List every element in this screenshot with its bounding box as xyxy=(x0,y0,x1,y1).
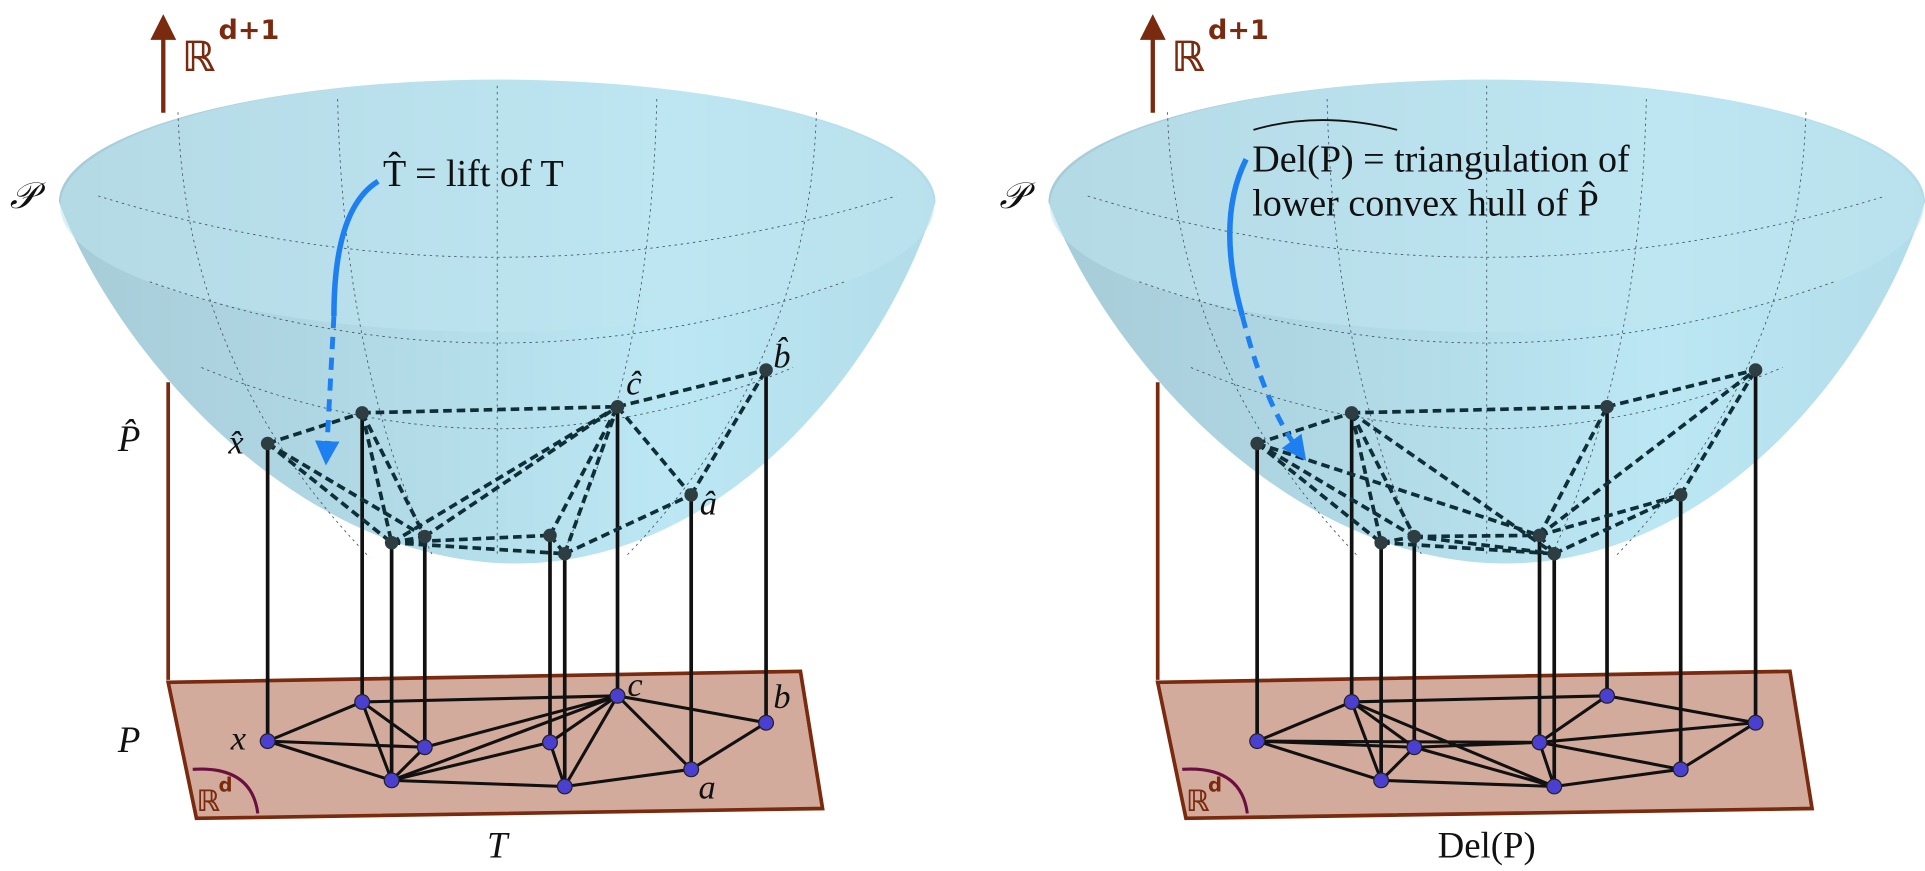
lifted-point xyxy=(355,406,369,419)
base-point xyxy=(1600,688,1615,703)
axis-superscript: d+1 xyxy=(1208,15,1269,46)
point-label: b̂ xyxy=(773,337,790,376)
lifted-label: P̂ xyxy=(117,418,140,459)
diagram: ℝd+1ℝd𝒫T̂ = lift of TP̂Px̂ĉb̂âxcbaT ℝd+1… xyxy=(0,0,1925,871)
lifted-point xyxy=(1374,536,1388,549)
lifted-point xyxy=(1600,400,1614,413)
base-point xyxy=(557,779,572,794)
base-point xyxy=(1547,779,1562,794)
base-point xyxy=(355,695,370,710)
body: {"panels": [ {"axis_label": "ℝ", "axis_s… xyxy=(0,0,1925,871)
base-point xyxy=(610,688,625,703)
plane-label: ℝ xyxy=(196,784,220,818)
base-point xyxy=(1748,715,1763,730)
lifted-point xyxy=(759,363,773,376)
plane-superscript: d xyxy=(1208,773,1222,796)
right-panel: ℝd+1ℝd𝒫Del(P) = triangulation oflower co… xyxy=(999,15,1925,865)
base-point xyxy=(417,740,432,755)
point-label: x xyxy=(230,720,246,758)
axis-label: ℝ xyxy=(1171,32,1205,81)
point-label: ĉ xyxy=(626,364,642,402)
base-point xyxy=(384,773,399,788)
base-edge xyxy=(1257,741,1539,742)
lifted-point xyxy=(1250,437,1264,450)
lifted-point xyxy=(543,529,557,542)
axis-label: ℝ xyxy=(182,32,216,81)
lifted-point xyxy=(1408,530,1422,543)
annotation-text: Del(P) = triangulation of xyxy=(1252,139,1630,181)
base-point xyxy=(1532,735,1547,750)
lifted-point xyxy=(558,547,572,560)
plane-superscript: d xyxy=(219,773,233,796)
base-point xyxy=(260,734,275,749)
base-point xyxy=(1344,695,1359,710)
point-label: â xyxy=(700,485,717,523)
lifted-point xyxy=(1749,363,1763,376)
point-label: x̂ xyxy=(227,423,243,461)
annotation-text: T̂ = lift of T xyxy=(383,152,564,195)
base-point xyxy=(1673,762,1688,777)
surface-label: 𝒫 xyxy=(10,175,46,216)
lifted-point xyxy=(1547,547,1561,560)
base-point xyxy=(759,715,774,730)
base-label: P xyxy=(117,719,140,760)
point-label: a xyxy=(699,769,716,807)
base-point xyxy=(543,735,558,750)
point-label: b xyxy=(773,678,790,716)
base-point xyxy=(1407,740,1422,755)
lifted-point xyxy=(611,400,625,413)
axis-superscript: d+1 xyxy=(219,15,280,46)
page: Lifting map html, body { margin: 0; padd… xyxy=(0,0,1925,871)
base-point xyxy=(1374,773,1389,788)
lifted-point xyxy=(1345,406,1359,419)
lifted-point xyxy=(1674,488,1688,501)
caption: Del(P) xyxy=(1438,825,1536,866)
lifted-point xyxy=(684,488,698,501)
point-label: c xyxy=(627,666,642,704)
lifted-point xyxy=(261,437,275,450)
surface-label: 𝒫 xyxy=(999,175,1035,216)
base-point xyxy=(1250,734,1265,749)
lifted-point xyxy=(1533,529,1547,542)
lifted-point xyxy=(385,536,399,549)
lifted-point xyxy=(418,530,432,543)
plane-label: ℝ xyxy=(1186,784,1210,818)
caption: T xyxy=(487,825,510,866)
annotation-text: lower convex hull of P̂ xyxy=(1252,181,1599,224)
base-point xyxy=(684,762,699,777)
